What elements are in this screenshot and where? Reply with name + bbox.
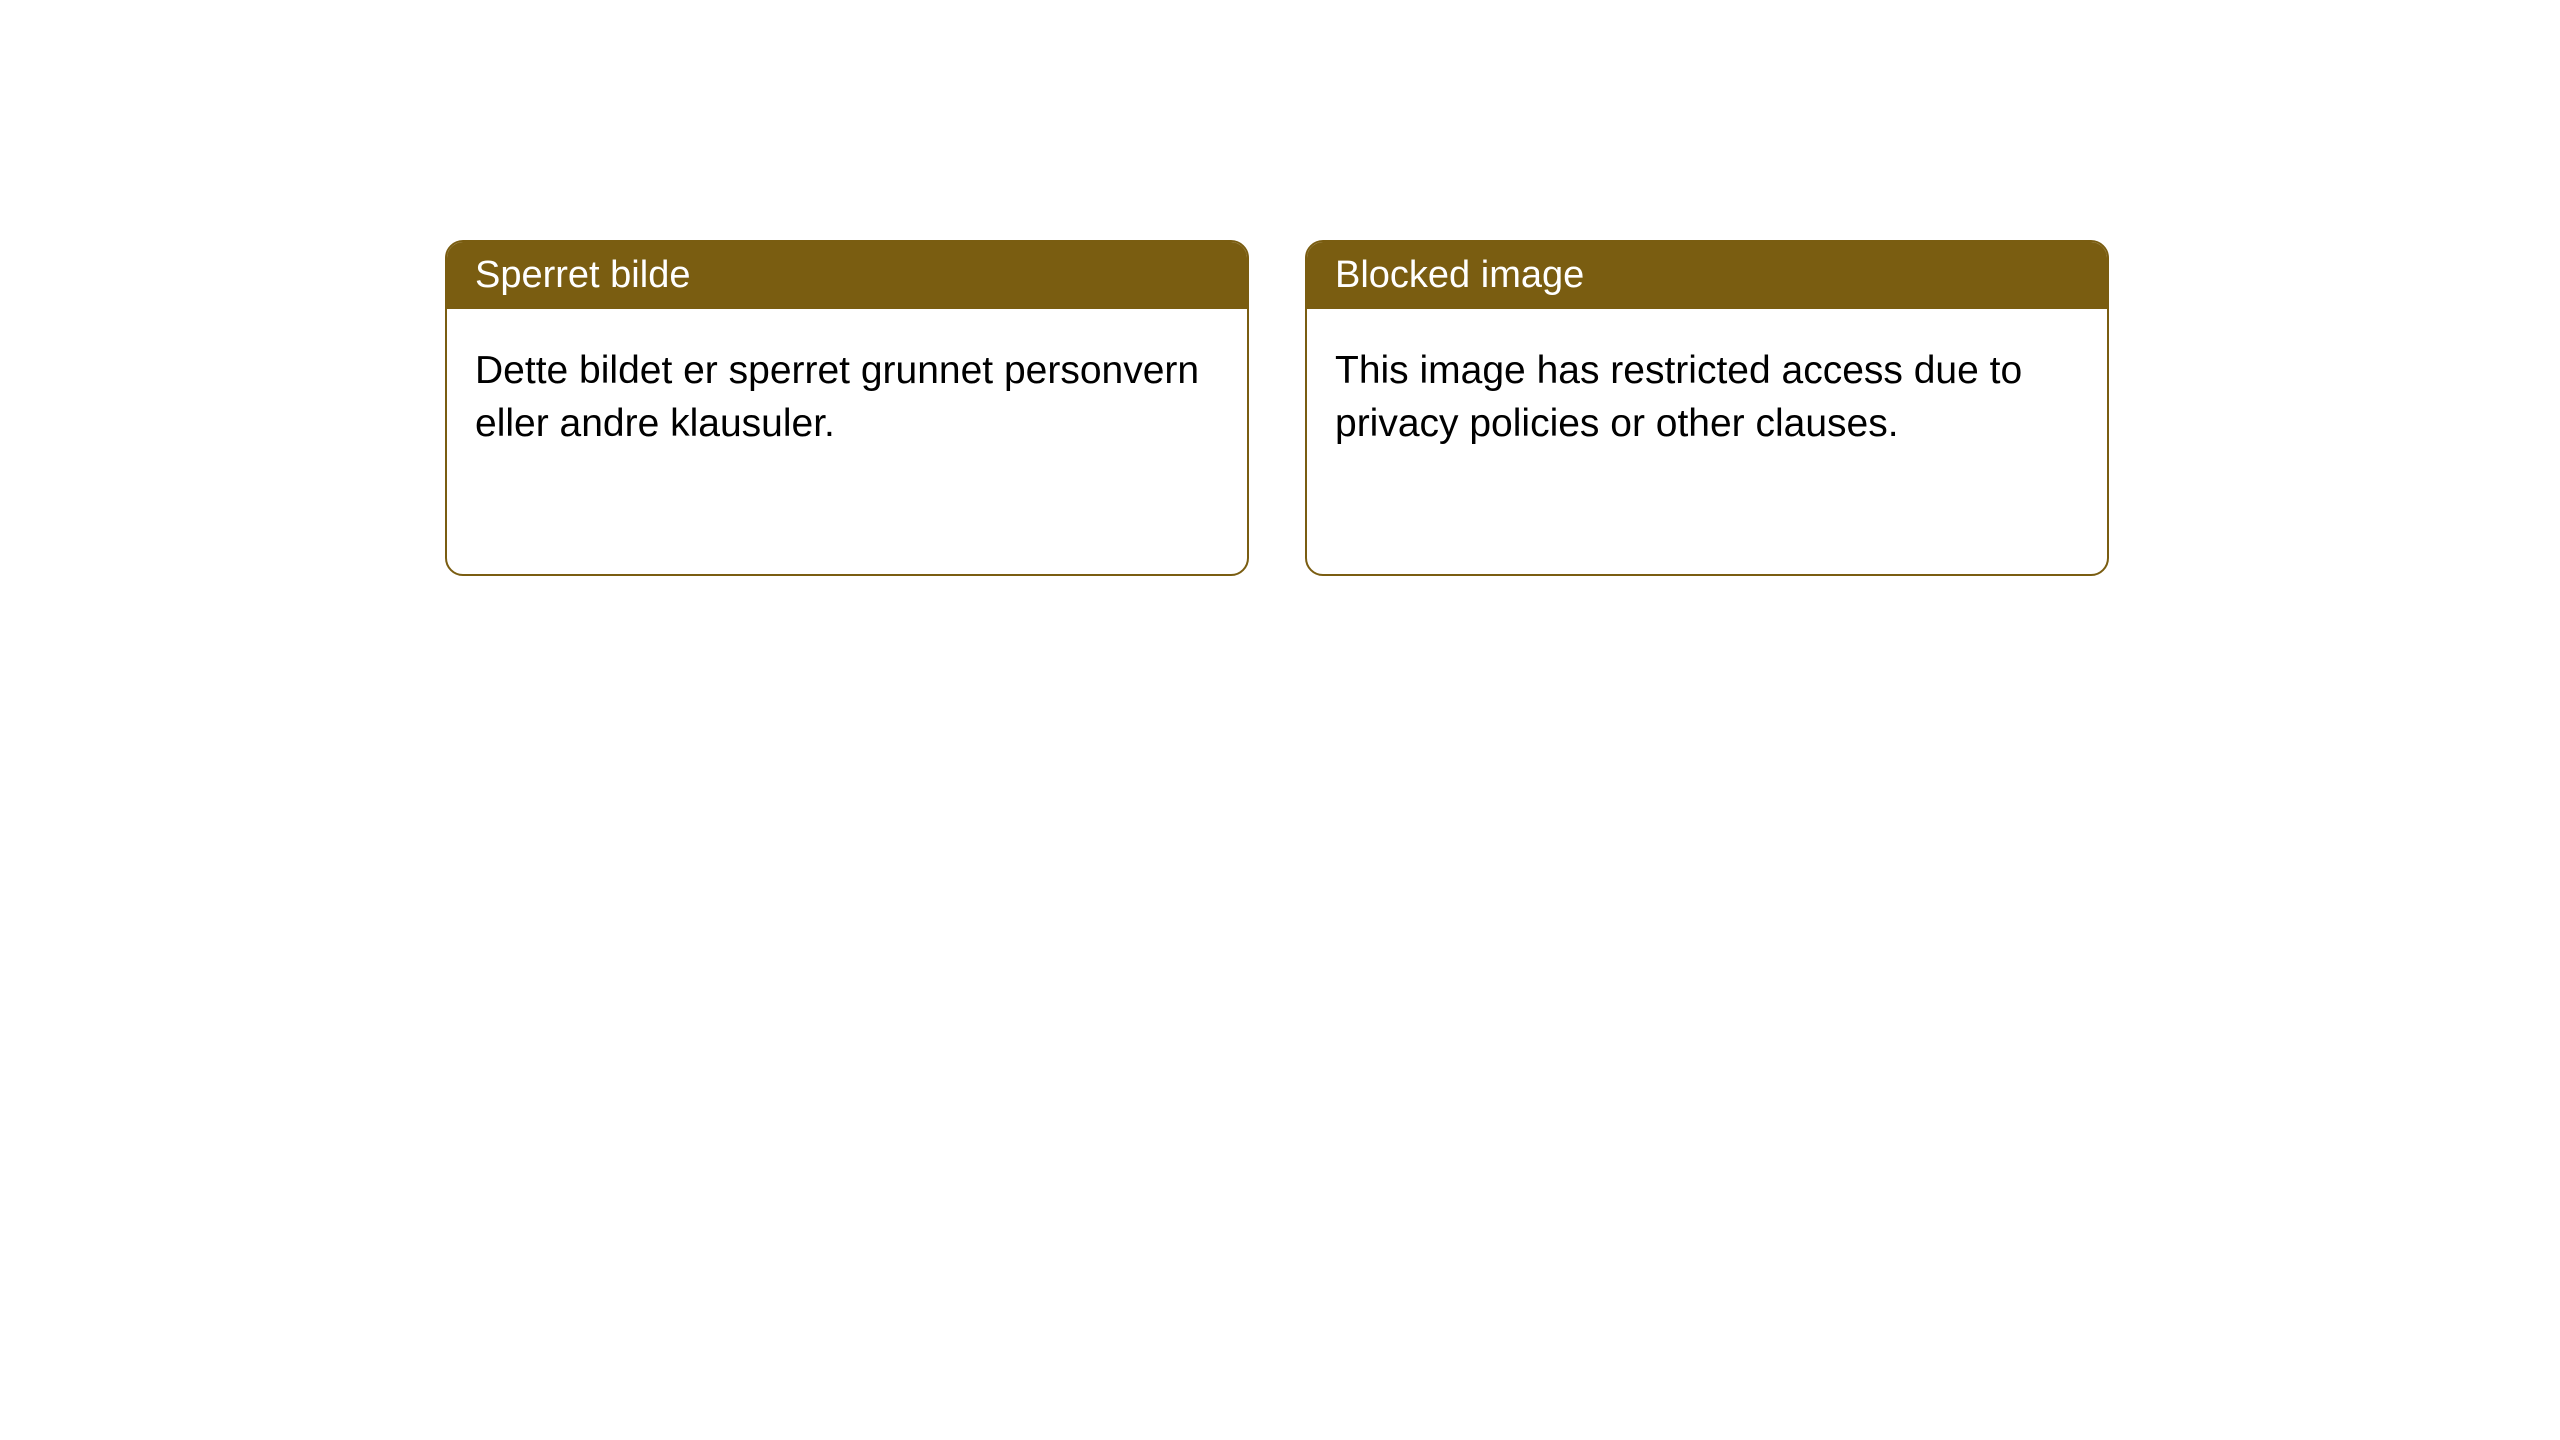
notice-card-english: Blocked image This image has restricted …	[1305, 240, 2109, 576]
notice-container: Sperret bilde Dette bildet er sperret gr…	[445, 240, 2109, 576]
notice-body-english: This image has restricted access due to …	[1307, 309, 2107, 486]
notice-body-norwegian: Dette bildet er sperret grunnet personve…	[447, 309, 1247, 486]
notice-header-norwegian: Sperret bilde	[447, 242, 1247, 309]
notice-card-norwegian: Sperret bilde Dette bildet er sperret gr…	[445, 240, 1249, 576]
notice-header-english: Blocked image	[1307, 242, 2107, 309]
